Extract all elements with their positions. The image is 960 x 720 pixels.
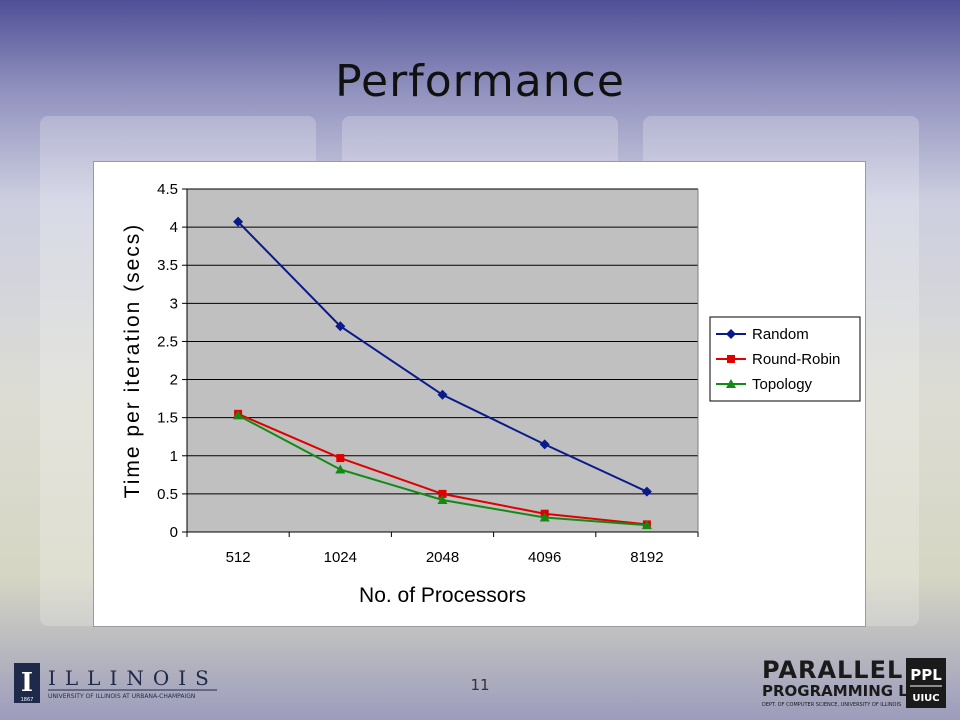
ppl-wordmark-line3: DEPT. OF COMPUTER SCIENCE, UNIVERSITY OF…: [762, 702, 901, 708]
illinois-year: 1867: [21, 697, 34, 703]
line-chart: 0 0.5 1 1.5 2 2.5 3 3.5 4 4.5 512 1024 2048 4096 8192…: [121, 181, 861, 607]
x-tick-label: 2048: [426, 549, 459, 566]
y-tick-label: 4: [170, 219, 178, 236]
y-tick-label: 0.5: [157, 486, 178, 503]
data-point-square: [336, 454, 345, 463]
y-tick-labels: 0 0.5 1 1.5 2 2.5 3 3.5 4 4.5: [157, 181, 178, 541]
data-point-triangle: [641, 520, 652, 530]
legend-item: Topology: [716, 376, 813, 393]
y-tick-label: 1: [170, 448, 178, 465]
illinois-block-i: I: [21, 668, 33, 698]
data-point-triangle: [335, 464, 346, 474]
ppl-logo: PARALLEL PROGRAMMING LAB DEPT. OF COMPUT…: [762, 656, 946, 708]
data-point-square: [438, 489, 447, 498]
legend-label: Topology: [752, 376, 813, 393]
x-tick-label: 512: [226, 549, 251, 566]
data-point-diamond: [437, 389, 448, 400]
illinois-block-i-badge: [14, 663, 40, 703]
y-tick-label: 0: [170, 524, 178, 541]
ppl-badge-bottom: UIUC: [912, 693, 939, 704]
page-number: 11: [470, 676, 490, 694]
ppl-badge-top: PPL: [910, 666, 942, 684]
slide-title: Performance: [335, 56, 625, 107]
data-point-diamond: [233, 216, 244, 227]
ppl-wordmark-line1: PARALLEL: [762, 656, 903, 684]
x-tick-labels: 512 1024 2048 4096 8192: [226, 549, 664, 566]
illinois-wordmark: ILLINOIS: [48, 666, 218, 690]
data-point-triangle: [539, 512, 550, 522]
data-point-diamond: [641, 486, 652, 497]
chart-frame: 0 0.5 1 1.5 2 2.5 3 3.5 4 4.5 512 1024 2048 4096 8192…: [93, 161, 866, 627]
series-topology: [233, 410, 652, 530]
series-layer: [233, 216, 652, 530]
illinois-subtitle: UNIVERSITY OF ILLINOIS AT URBANA-CHAMPAI…: [48, 693, 195, 700]
university-logo: I 1867 ILLINOIS UNIVERSITY OF ILLINOIS A…: [14, 663, 218, 703]
x-tick-label: 4096: [528, 549, 561, 566]
data-point-square: [727, 355, 735, 363]
data-point-diamond: [726, 329, 736, 339]
x-tick-label: 1024: [324, 549, 357, 566]
y-tick-label: 3.5: [157, 257, 178, 274]
legend-label: Round-Robin: [752, 351, 840, 368]
x-tick-label: 8192: [630, 549, 663, 566]
data-point-triangle: [726, 379, 736, 388]
legend: Random Round-Robin Topology: [709, 316, 861, 402]
series-random: [233, 216, 652, 497]
y-tick-label: 2: [170, 372, 178, 389]
legend-label: Random: [752, 326, 809, 343]
y-tick-label: 1.5: [157, 410, 178, 427]
data-point-diamond: [335, 321, 346, 332]
data-point-triangle: [437, 494, 448, 504]
axes: [186, 189, 699, 537]
y-tick-label: 4.5: [157, 181, 178, 198]
y-tick-label: 2.5: [157, 333, 178, 350]
data-point-diamond: [539, 439, 550, 450]
legend-item: Random: [716, 326, 809, 343]
data-point-triangle: [233, 410, 244, 420]
y-tick-label: 3: [170, 295, 178, 312]
legend-item: Round-Robin: [716, 351, 840, 368]
x-axis-title: No. of Processors: [359, 584, 526, 607]
ppl-wordmark-line2: PROGRAMMING LAB: [762, 682, 931, 700]
ppl-badge: [906, 658, 946, 708]
y-axis-title: Time per iteration (secs): [121, 223, 144, 499]
